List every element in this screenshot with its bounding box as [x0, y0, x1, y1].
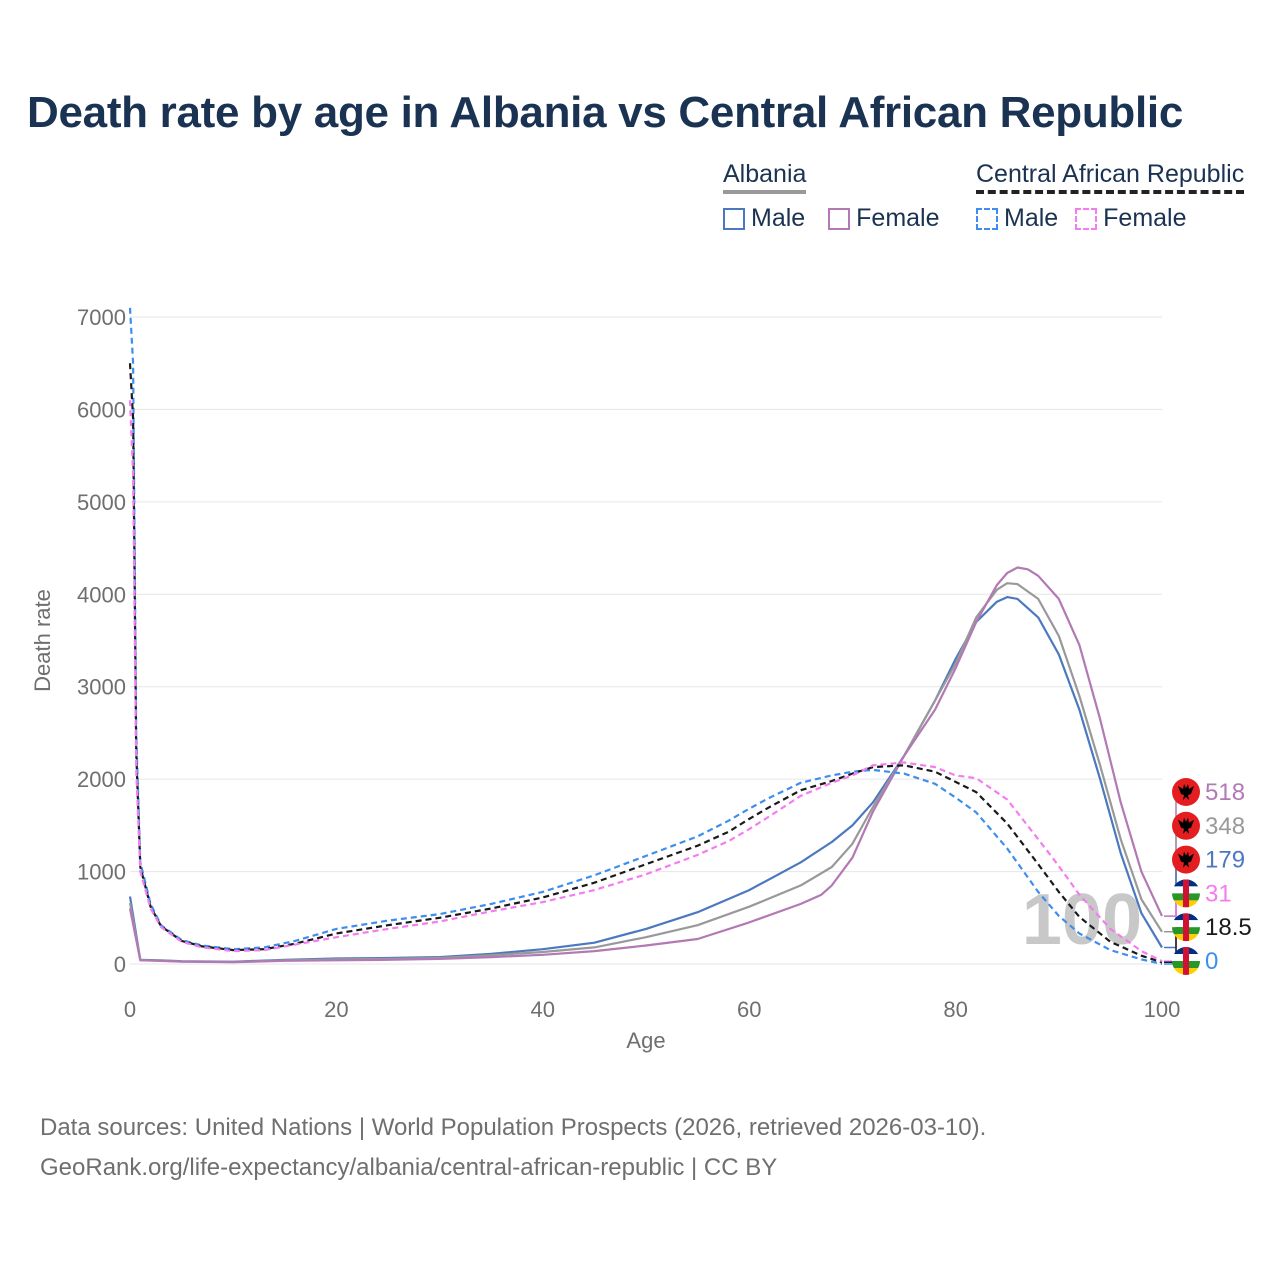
legend-item-car-female[interactable]: Female	[1075, 204, 1187, 233]
x-tick-label: 80	[943, 997, 967, 1022]
end-value-label: 18.5	[1205, 914, 1252, 941]
legend-label: Female	[1103, 204, 1187, 232]
albania-male-swatch	[723, 207, 745, 230]
x-axis-title: Age	[626, 1028, 665, 1053]
series-line-central-african-republic-male	[128, 307, 1163, 966]
source-url-text: GeoRank.org/life-expectancy/albania/cent…	[40, 1154, 778, 1181]
car-female-swatch	[1075, 207, 1098, 230]
x-tick-label: 100	[1144, 997, 1181, 1022]
x-tick-label: 20	[324, 997, 348, 1022]
y-tick-label: 4000	[77, 582, 126, 607]
y-tick-label: 6000	[77, 397, 126, 422]
series-line-albania-female	[128, 566, 1163, 964]
x-tick-label: 0	[124, 997, 136, 1022]
car-flag-icon	[1172, 879, 1200, 908]
end-value-label: 348	[1205, 813, 1245, 840]
legend-group-title: Albania	[723, 160, 807, 194]
end-value-label: 0	[1205, 948, 1218, 975]
albania-flag-icon	[1172, 778, 1200, 806]
legend-label: Male	[1004, 204, 1059, 232]
y-tick-label: 5000	[77, 490, 126, 515]
data-source-text: Data sources: United Nations | World Pop…	[40, 1114, 987, 1141]
car-male-swatch	[976, 207, 998, 230]
x-tick-label: 60	[737, 997, 761, 1022]
series-line-central-african-republic-female	[128, 400, 1163, 963]
albania-female-swatch	[828, 207, 851, 230]
end-value-label: 31	[1205, 880, 1232, 907]
end-value-label: 518	[1205, 779, 1245, 806]
series-line-albania-average	[128, 582, 1163, 964]
x-tick-label: 40	[531, 997, 555, 1022]
chart-title: Death rate by age in Albania vs Central …	[27, 88, 1184, 137]
car-flag-icon	[1172, 947, 1200, 975]
legend-albania: Albania Male Female	[723, 160, 956, 237]
legend-car: Central African Republic Male Female	[976, 160, 1245, 237]
y-tick-label: 3000	[77, 675, 126, 700]
end-value-label: 179	[1205, 847, 1245, 874]
y-tick-label: 2000	[77, 767, 126, 792]
y-tick-label: 7000	[77, 305, 126, 330]
car-flag-icon	[1172, 913, 1200, 942]
legend-item-car-male[interactable]: Male	[976, 204, 1058, 233]
albania-flag-icon	[1172, 811, 1200, 840]
legend-item-albania-female[interactable]: Female	[828, 204, 940, 233]
footer: Data sources: United Nations | World Pop…	[40, 1108, 986, 1188]
albania-flag-icon	[1172, 845, 1200, 874]
series-line-central-african-republic-average	[128, 363, 1163, 964]
legend-group-title: Central African Republic	[976, 160, 1245, 194]
legend-label: Male	[751, 204, 806, 232]
y-tick-label: 1000	[77, 860, 126, 885]
y-axis-title: Death rate	[30, 589, 55, 692]
y-tick-label: 0	[114, 952, 126, 977]
legend-item-albania-male[interactable]: Male	[723, 204, 805, 233]
legend-label: Female	[856, 204, 940, 232]
